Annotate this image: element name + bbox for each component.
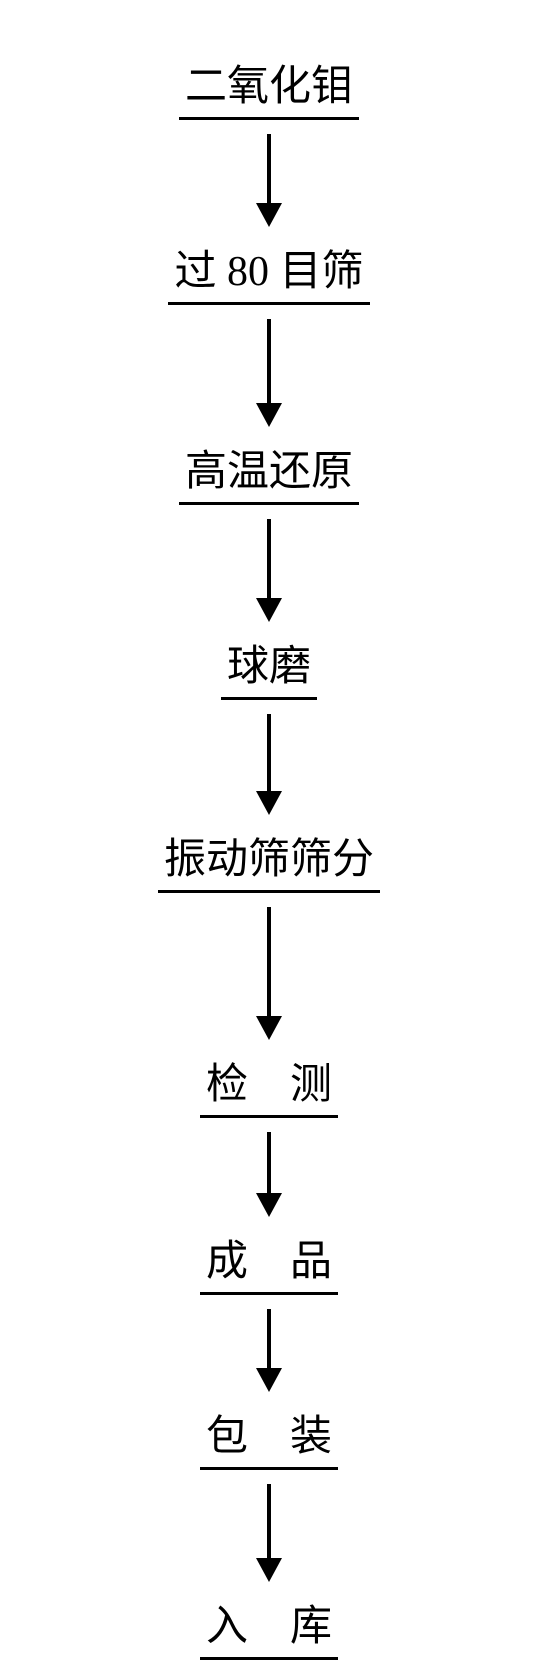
flowchart-node: 检 测: [200, 1048, 338, 1118]
arrow-head-icon: [256, 598, 282, 622]
arrow-head-icon: [256, 1193, 282, 1217]
flowchart-arrow: [256, 1132, 282, 1217]
arrow-line: [267, 1132, 271, 1194]
arrow-line: [267, 714, 271, 792]
flowchart-arrow: [256, 907, 282, 1040]
arrow-line: [267, 519, 271, 599]
arrow-head-icon: [256, 1558, 282, 1582]
flowchart-node: 振动筛筛分: [158, 823, 380, 893]
flowchart-arrow: [256, 1484, 282, 1582]
flowchart-node: 包 装: [200, 1400, 338, 1470]
arrow-head-icon: [256, 1016, 282, 1040]
flowchart-arrow: [256, 714, 282, 815]
arrow-line: [267, 1484, 271, 1559]
arrow-line: [267, 1309, 271, 1369]
arrow-head-icon: [256, 203, 282, 227]
flowchart-arrow: [256, 1309, 282, 1392]
flowchart-node: 二氧化钼: [179, 50, 359, 120]
flowchart-arrow: [256, 134, 282, 227]
arrow-head-icon: [256, 1368, 282, 1392]
arrow-line: [267, 907, 271, 1017]
flowchart-node: 入 库: [200, 1590, 338, 1660]
arrow-head-icon: [256, 791, 282, 815]
arrow-head-icon: [256, 403, 282, 427]
flowchart-container: 二氧化钼 过 80 目筛 高温还原 球磨 振动筛筛分 检 测 成 品 包 装 入…: [158, 50, 380, 1660]
flowchart-node: 成 品: [200, 1225, 338, 1295]
flowchart-arrow: [256, 519, 282, 622]
flowchart-arrow: [256, 319, 282, 427]
flowchart-node: 球磨: [221, 630, 317, 700]
arrow-line: [267, 134, 271, 204]
arrow-line: [267, 319, 271, 404]
flowchart-node: 高温还原: [179, 435, 359, 505]
flowchart-node: 过 80 目筛: [168, 235, 369, 305]
